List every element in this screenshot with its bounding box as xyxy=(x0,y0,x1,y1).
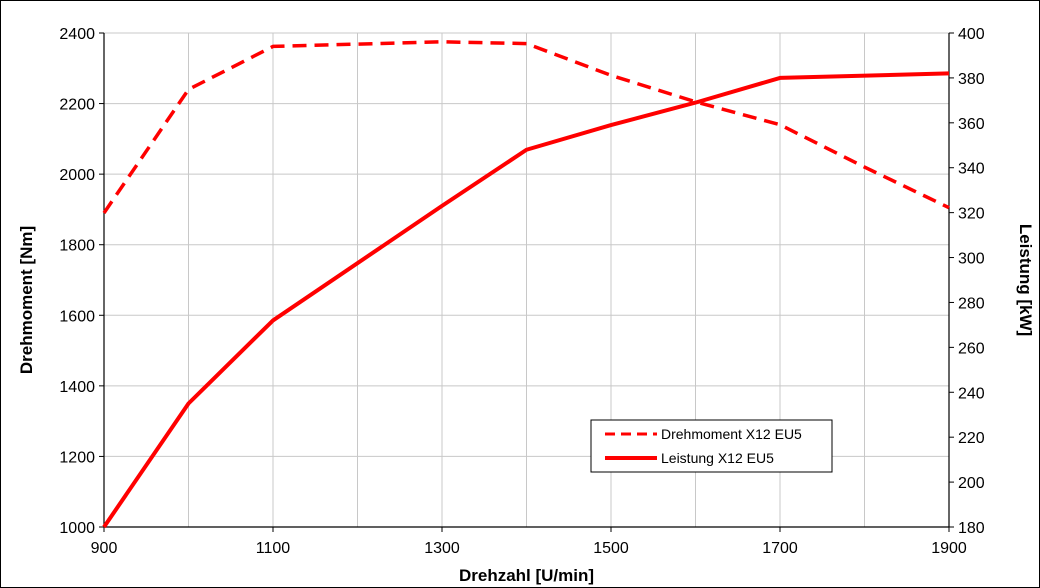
right-tick-label: 360 xyxy=(958,116,985,133)
right-tick-label: 320 xyxy=(958,206,985,223)
left-tick-label: 2000 xyxy=(59,167,95,184)
legend-label-torque: Drehmoment X12 EU5 xyxy=(661,426,802,442)
right-tick-label: 300 xyxy=(958,251,985,268)
right-tick-label: 200 xyxy=(958,475,985,492)
x-tick-label: 900 xyxy=(91,540,118,557)
left-tick-label: 1400 xyxy=(59,379,95,396)
right-tick-label: 400 xyxy=(958,26,985,43)
left-tick-label: 1000 xyxy=(59,520,95,537)
right-tick-label: 340 xyxy=(958,161,985,178)
axes xyxy=(99,32,954,532)
left-tick-label: 2400 xyxy=(59,26,95,43)
right-tick-label: 180 xyxy=(958,520,985,537)
power-series-line xyxy=(102,71,950,529)
x-tick-label: 1300 xyxy=(424,540,460,557)
left-tick-label: 1600 xyxy=(59,308,95,325)
x-tick-label: 1100 xyxy=(256,540,291,557)
left-y-axis-title: Drehmoment [Nm] xyxy=(17,226,36,374)
right-tick-label: 220 xyxy=(958,430,985,447)
left-tick-label: 2200 xyxy=(59,97,95,114)
right-tick-label: 260 xyxy=(958,340,985,357)
legend-box xyxy=(590,419,833,473)
grid-lines xyxy=(104,32,950,527)
x-tick-label: 1900 xyxy=(931,540,967,557)
legend-label-power: Leistung X12 EU5 xyxy=(661,450,774,466)
x-axis-title: Drehzahl [U/min] xyxy=(459,566,594,585)
right-tick-label: 380 xyxy=(958,71,985,88)
left-tick-label: 1200 xyxy=(59,449,95,466)
right-tick-label: 280 xyxy=(958,295,985,312)
right-tick-label: 240 xyxy=(958,385,985,402)
right-y-axis-title: Leistung [kW] xyxy=(1016,224,1035,336)
series-lines xyxy=(102,40,950,529)
x-tick-label: 1700 xyxy=(762,540,798,557)
tick-labels: 1000 1200 1400 1600 1800 2000 2200 2400 180 200 22… xyxy=(59,26,984,557)
x-tick-label: 1500 xyxy=(593,540,629,557)
left-tick-label: 1800 xyxy=(59,238,95,255)
legend: Drehmoment X12 EU5 Leistung X12 EU5 xyxy=(590,419,833,473)
